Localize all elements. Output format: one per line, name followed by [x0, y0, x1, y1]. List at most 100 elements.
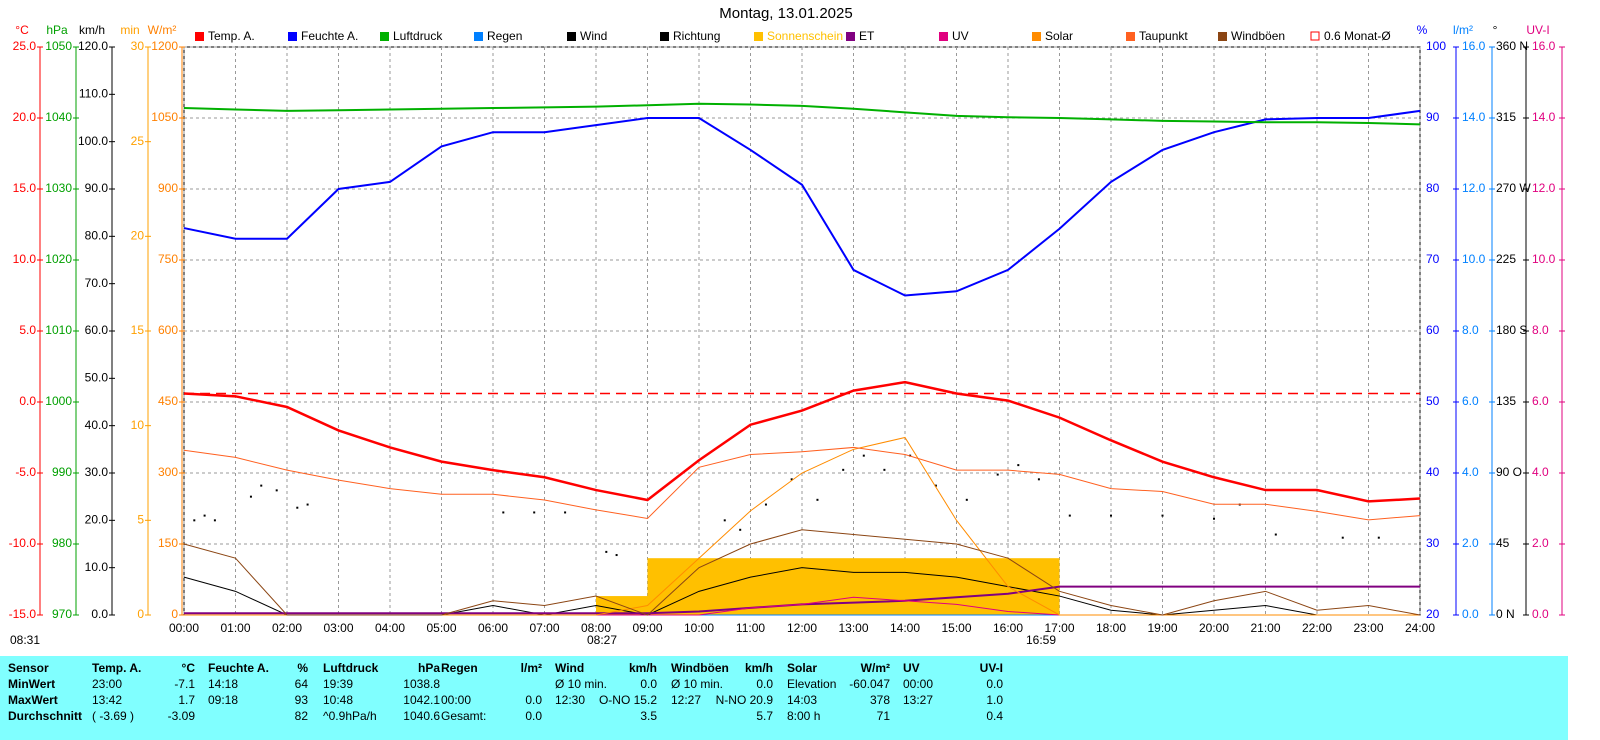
x-tick-label: 24:00	[1405, 621, 1435, 635]
direction-dot	[1377, 536, 1380, 539]
table-cell: 09:18	[208, 693, 239, 707]
direction-dot	[296, 506, 299, 509]
table-cell: 0.0	[640, 677, 657, 691]
legend-swatch	[1218, 32, 1227, 41]
y-tick-label: 600	[158, 323, 178, 337]
x-tick-label: 16:00	[993, 621, 1023, 635]
axis-unit: °C	[15, 23, 29, 37]
y-tick-label: 16.0	[1462, 39, 1486, 53]
table-cell: N-NO 20.9	[715, 693, 773, 707]
x-tick-label: 15:00	[941, 621, 971, 635]
y-tick-label: 2.0	[1532, 536, 1549, 550]
table-cell: 93	[294, 693, 308, 707]
direction-dot	[1274, 533, 1277, 536]
x-tick-label: 02:00	[272, 621, 302, 635]
sun-time: 16:59	[1026, 633, 1056, 647]
direction-dot	[193, 519, 196, 522]
y-tick-label: 990	[52, 465, 72, 479]
direction-dot	[739, 528, 742, 531]
table-cell: km/h	[628, 661, 657, 675]
table-cell: UV-I	[979, 661, 1003, 675]
table-cell: Solar	[787, 661, 818, 675]
y-tick-label: 0	[171, 607, 178, 621]
x-tick-label: 09:00	[632, 621, 662, 635]
y-tick-label: 100.0	[78, 134, 108, 148]
table-cell: Sensor	[8, 661, 49, 675]
legend-swatch	[474, 32, 483, 41]
table-cell: MaxWert	[8, 693, 58, 707]
y-tick-label: 970	[52, 607, 72, 621]
x-tick-label: 18:00	[1096, 621, 1126, 635]
x-tick-label: 06:00	[478, 621, 508, 635]
axis-unit: km/h	[79, 23, 105, 37]
y-tick-label: 8.0	[1462, 323, 1479, 337]
x-tick-label: 05:00	[426, 621, 456, 635]
x-tick-label: 00:00	[169, 621, 199, 635]
legend-label: Taupunkt	[1139, 29, 1188, 43]
y-tick-label: 15	[131, 323, 145, 337]
sun-time: 08:31	[10, 633, 40, 647]
y-tick-label: 70	[1426, 252, 1440, 266]
legend-label: Solar	[1045, 29, 1073, 43]
y-tick-label: 30	[131, 39, 145, 53]
y-tick-label: 1020	[45, 252, 72, 266]
legend-swatch	[660, 32, 669, 41]
y-tick-label: 6.0	[1532, 394, 1549, 408]
direction-dot	[1213, 517, 1215, 520]
table-cell: 1042.1	[403, 693, 440, 707]
legend-swatch	[195, 32, 204, 41]
direction-dot	[605, 550, 608, 553]
y-tick-label: 0	[137, 607, 144, 621]
direction-dot	[213, 519, 216, 522]
sunshine-bar	[802, 558, 854, 615]
y-tick-label: 315	[1496, 110, 1516, 124]
table-cell: 3.5	[640, 709, 657, 723]
table-cell: 00:00	[441, 693, 472, 707]
table-cell: hPa	[417, 661, 440, 675]
summary-table: Sensor Temp. A. °C Feuchte A.% Luftdruck hPa R…	[0, 656, 1568, 740]
table-cell: 0.0	[986, 677, 1003, 691]
direction-dot	[533, 511, 536, 514]
y-tick-label: 15.0	[13, 181, 37, 195]
table-cell: MinWert	[8, 677, 56, 691]
table-cell: -3.09	[167, 709, 195, 723]
y-tick-label: 1200	[151, 39, 178, 53]
legend-swatch	[846, 32, 855, 41]
legend-label: Windböen	[1231, 29, 1285, 43]
direction-dot	[934, 484, 937, 487]
y-tick-label: 225	[1496, 252, 1516, 266]
legend-label: Feuchte A.	[301, 29, 358, 43]
axis-unit: min	[120, 23, 139, 37]
table-cell: 8:00 h	[787, 709, 821, 723]
x-tick-label: 03:00	[323, 621, 353, 635]
legend-swatch	[1126, 32, 1135, 41]
y-tick-label: 0.0	[91, 607, 108, 621]
x-tick-label: 04:00	[375, 621, 405, 635]
y-tick-label: 300	[158, 465, 178, 479]
y-tick-label: 70.0	[85, 276, 109, 290]
sunshine-bar	[1008, 558, 1060, 615]
y-tick-label: 1000	[45, 394, 72, 408]
y-tick-label: 1010	[45, 323, 72, 337]
y-tick-label: 10	[131, 418, 145, 432]
y-tick-label: 30.0	[85, 465, 109, 479]
y-tick-label: -10.0	[9, 536, 37, 550]
table-cell: Temp. A.	[92, 661, 142, 675]
direction-dot	[615, 554, 618, 557]
direction-dot	[723, 519, 726, 522]
sun-time: 08:27	[587, 633, 617, 647]
y-tick-label: 80	[1426, 181, 1440, 195]
table-cell: 00:00	[903, 677, 934, 691]
table-cell: 14:18	[208, 677, 239, 691]
table-cell: 0.0	[756, 677, 773, 691]
sunshine-bar	[647, 558, 699, 615]
table-cell: km/h	[744, 661, 773, 675]
y-tick-label: 20	[131, 229, 145, 243]
direction-dot	[883, 468, 886, 471]
direction-dot	[1341, 536, 1344, 539]
y-tick-label: 10.0	[1532, 252, 1556, 266]
y-tick-label: 90 O	[1496, 465, 1522, 479]
table-cell: °C	[181, 661, 195, 675]
axis-unit: hPa	[46, 23, 68, 37]
